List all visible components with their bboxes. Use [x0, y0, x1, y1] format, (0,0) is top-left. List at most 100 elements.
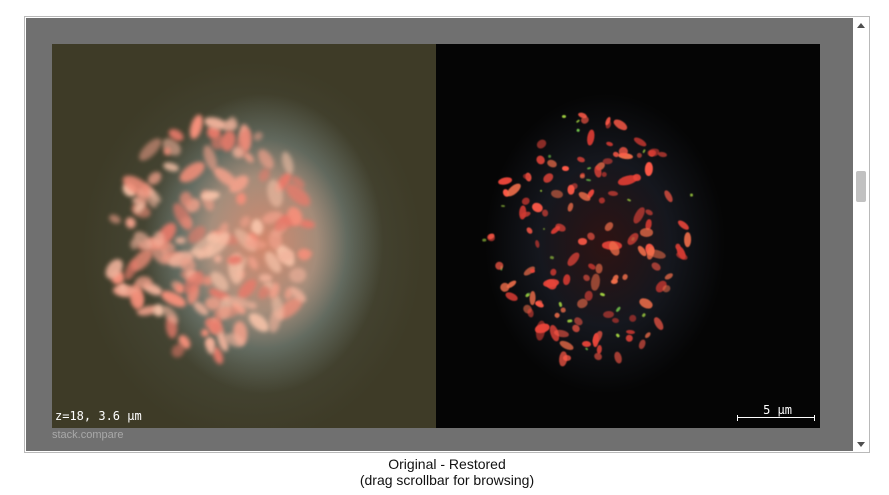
fluorescence-spot: [251, 129, 265, 143]
fluorescence-spot: [644, 162, 654, 177]
fluorescence-spot: [690, 193, 694, 197]
fluorescence-spot: [577, 238, 588, 245]
fluorescence-spot: [534, 153, 547, 166]
scrollbar-thumb[interactable]: [856, 170, 866, 202]
fluorescence-spot: [501, 205, 506, 209]
fluorescence-spot: [579, 174, 586, 179]
fluorescence-spot: [639, 228, 654, 237]
fluorescence-spot: [676, 219, 691, 232]
fluorescence-spot: [560, 307, 566, 314]
fluorescence-spot: [246, 255, 261, 272]
fluorescence-spot: [632, 135, 649, 149]
fluorescence-spot: [605, 141, 614, 148]
arrow-up-icon[interactable]: [857, 23, 865, 28]
fluorescence-spot: [187, 113, 205, 140]
fluorescence-spot: [505, 279, 518, 290]
fluorescence-spot: [625, 334, 634, 343]
fluorescence-spot: [527, 308, 535, 319]
fluorescence-spot: [662, 189, 674, 204]
fluorescence-spot: [637, 296, 655, 311]
fluorescence-spot: [581, 340, 592, 348]
fluorescence-spot: [535, 137, 548, 151]
fluorescence-spot: [610, 278, 619, 285]
fluorescence-spot: [675, 250, 688, 261]
figure-caption: Original - Restored (drag scrollbar for …: [24, 456, 870, 488]
fluorescence-spot: [279, 150, 296, 176]
fluorescence-spot: [683, 231, 692, 247]
fluorescence-spot: [596, 345, 603, 355]
fluorescence-spot: [539, 189, 543, 193]
fluorescence-spot: [212, 253, 224, 265]
fluorescence-spot: [504, 290, 519, 303]
scale-bar-label: 5 µm: [763, 403, 792, 417]
fluorescence-spot: [123, 215, 138, 231]
fluorescence-spot: [562, 354, 571, 361]
fluorescence-spot: [288, 266, 308, 284]
fluorescence-spot: [657, 151, 667, 158]
fluorescence-spot: [549, 268, 557, 277]
fluorescence-spot: [652, 316, 666, 332]
fluorescence-spot: [518, 204, 527, 219]
restored-image-panel: 5 µm: [436, 44, 820, 428]
fluorescence-spot: [548, 154, 552, 158]
fluorescence-spot: [584, 347, 589, 352]
fluorescence-spot: [649, 260, 662, 273]
fluorescence-spot: [162, 160, 181, 174]
fluorescence-spot: [632, 173, 642, 182]
fluorescence-spot: [481, 239, 487, 243]
fluorescence-spot: [643, 331, 652, 340]
fluorescence-spot: [614, 306, 621, 313]
fluorescence-spot: [525, 226, 534, 235]
fluorescence-spot: [561, 166, 569, 172]
fluorescence-spot: [152, 303, 165, 317]
fluorescence-spot: [625, 231, 641, 248]
fluorescence-spot: [567, 184, 575, 195]
fluorescence-spot: [598, 197, 606, 205]
fluorescence-spot: [642, 148, 646, 154]
fluorescence-spot: [176, 158, 209, 187]
fluorescence-spot: [601, 171, 608, 178]
fluorescence-spot: [564, 250, 582, 269]
fluorescence-spot: [603, 220, 615, 233]
vertical-scrollbar[interactable]: [853, 17, 869, 452]
arrow-down-icon[interactable]: [857, 442, 865, 447]
fluorescence-spot: [586, 129, 596, 147]
image-viewport: z=18, 3.6 µm 5 µm stack.compare: [26, 18, 853, 451]
fluorescence-spot: [546, 158, 558, 169]
fluorescence-spot: [533, 322, 551, 335]
fluorescence-spot: [576, 128, 580, 132]
fluorescence-spot: [493, 260, 505, 272]
fluorescence-spot: [107, 212, 122, 225]
fluorescence-spot: [637, 338, 647, 351]
fluorescence-spot: [567, 320, 573, 324]
fluorescence-spot: [621, 273, 629, 282]
fluorescence-spot: [246, 301, 259, 311]
fluorescence-spot: [205, 297, 222, 311]
fluorescence-spot: [581, 272, 592, 283]
fluorescence-spot: [163, 147, 171, 157]
fluorescence-spot: [594, 263, 603, 274]
image-viewer-frame: z=18, 3.6 µm 5 µm stack.compare: [24, 16, 870, 453]
caption-title: Original - Restored: [388, 456, 506, 472]
fluorescence-spot: [585, 178, 591, 182]
caption-hint: (drag scrollbar for browsing): [359, 472, 535, 488]
fluorescence-spot: [611, 317, 620, 325]
watermark-label: stack.compare: [52, 429, 124, 441]
fluorescence-spot: [641, 312, 646, 318]
fluorescence-spot: [636, 152, 642, 159]
fluorescence-spot: [630, 205, 647, 226]
fluorescence-spot: [561, 114, 567, 118]
fluorescence-spot: [295, 247, 312, 263]
fluorescence-spot: [627, 198, 632, 203]
fluorescence-spot: [613, 350, 624, 365]
fluorescence-spot: [558, 339, 576, 353]
fluorescence-spot: [554, 312, 561, 319]
original-image-panel: z=18, 3.6 µm: [52, 44, 436, 428]
fluorescence-spot: [135, 134, 165, 164]
fluorescence-spot: [586, 262, 596, 271]
fluorescence-spot: [543, 228, 546, 231]
fluorescence-spot: [663, 271, 674, 281]
fluorescence-spot: [533, 239, 540, 249]
fluorescence-spot: [611, 117, 629, 133]
fluorescence-spot: [497, 176, 513, 187]
